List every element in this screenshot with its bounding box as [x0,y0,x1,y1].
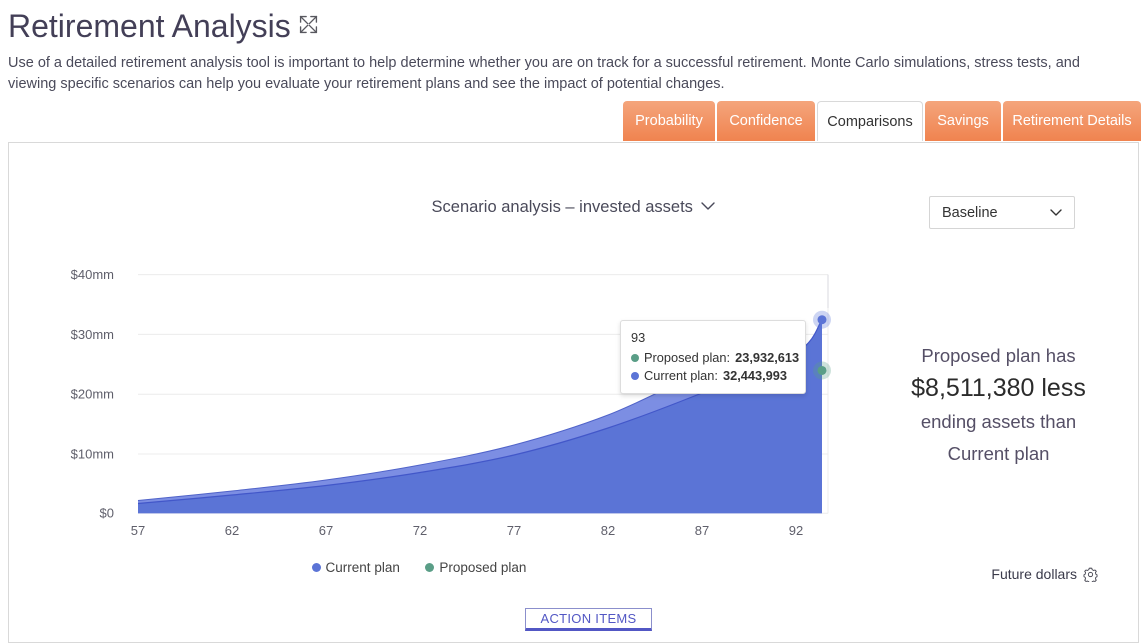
svg-text:$40mm: $40mm [71,267,114,282]
svg-text:92: 92 [789,523,803,538]
svg-text:67: 67 [319,523,333,538]
svg-text:$20mm: $20mm [71,387,114,402]
svg-text:77: 77 [507,523,521,538]
svg-text:87: 87 [695,523,709,538]
svg-text:82: 82 [601,523,615,538]
svg-text:$0: $0 [100,506,114,521]
svg-text:72: 72 [413,523,427,538]
svg-text:$30mm: $30mm [71,327,114,342]
svg-text:62: 62 [225,523,239,538]
svg-text:57: 57 [131,523,145,538]
svg-text:$10mm: $10mm [71,446,114,461]
